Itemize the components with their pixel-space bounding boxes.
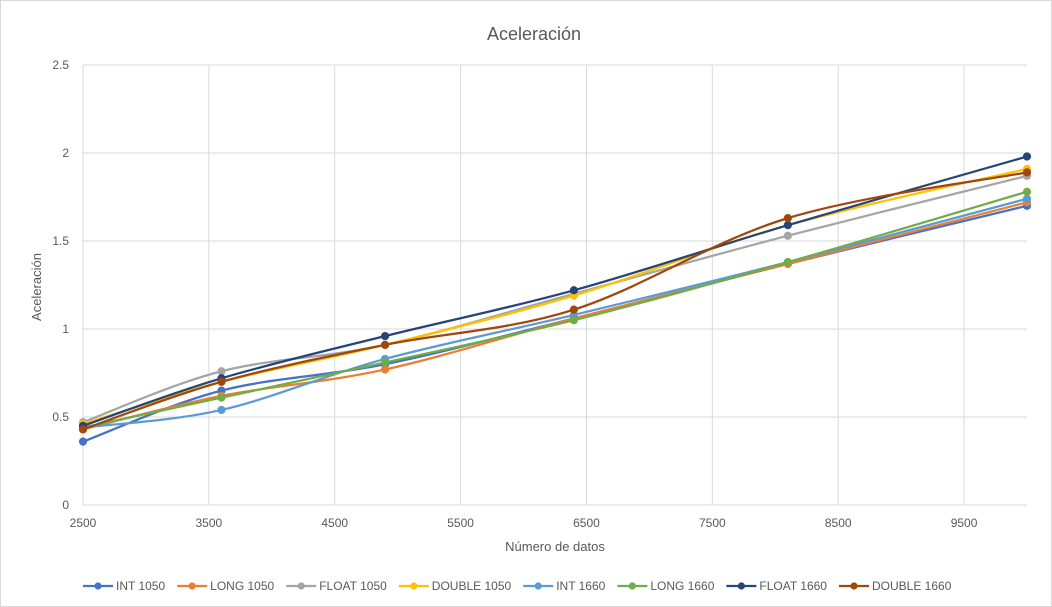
x-tick-label: 7500: [699, 516, 726, 530]
data-point: [569, 286, 578, 295]
legend-item: FLOAT 1050: [286, 579, 387, 593]
data-point: [569, 305, 578, 314]
legend-marker: [188, 582, 196, 590]
y-tick-label: 2.5: [52, 58, 69, 72]
x-tick-label: 2500: [70, 516, 97, 530]
data-point: [78, 425, 88, 434]
legend-marker: [534, 582, 542, 590]
gridlines: [82, 64, 1027, 506]
data-point: [783, 231, 792, 240]
x-tick-label: 4500: [321, 516, 348, 530]
legend-item: DOUBLE 1050: [398, 579, 512, 593]
data-point: [380, 358, 390, 367]
data-point: [1022, 187, 1032, 196]
legend-marker: [628, 582, 636, 590]
legend-label: INT 1050: [116, 579, 165, 593]
legend-label: DOUBLE 1050: [432, 579, 512, 593]
legend-marker: [94, 582, 102, 590]
data-point: [1022, 152, 1032, 161]
legend-label: LONG 1050: [210, 579, 274, 593]
legend-item: INT 1660: [523, 579, 606, 593]
legend-item: FLOAT 1660: [726, 579, 827, 593]
legend-label: INT 1660: [556, 579, 605, 593]
x-tick-label: 5500: [447, 516, 474, 530]
legend-label: LONG 1660: [650, 579, 714, 593]
data-point: [380, 331, 390, 341]
data-point: [217, 377, 226, 386]
y-tick-labels: 0 0.5 1 1.5 2 2.5: [52, 58, 69, 512]
y-tick-label: 0: [62, 498, 69, 512]
legend-item: LONG 1050: [177, 579, 275, 593]
data-point: [783, 258, 792, 267]
data-point: [783, 214, 792, 223]
legend-marker: [737, 582, 745, 590]
data-point: [217, 367, 226, 376]
legend-marker: [850, 582, 858, 590]
data-point: [380, 365, 390, 374]
legend-marker: [297, 582, 305, 590]
y-tick-label: 1.5: [52, 234, 69, 248]
x-tick-label: 3500: [196, 516, 223, 530]
chart-title: Aceleración: [487, 24, 581, 44]
legend: INT 1050 LONG 1050 FLOAT 1050 DOUBLE 1050 IN…: [83, 579, 952, 593]
data-point: [380, 340, 390, 349]
x-axis-title: Número de datos: [505, 539, 605, 554]
data-point: [217, 393, 226, 402]
data-point: [78, 437, 88, 446]
legend-item: INT 1050: [83, 579, 165, 593]
x-tick-label: 8500: [825, 516, 852, 530]
series-long-1660: [78, 187, 1032, 432]
series-line: [82, 174, 1028, 424]
data-point: [1022, 194, 1032, 203]
legend-item: DOUBLE 1660: [838, 579, 952, 593]
series-line: [82, 171, 1028, 431]
series-line: [82, 155, 1028, 427]
legend-label: DOUBLE 1660: [872, 579, 952, 593]
x-tick-labels: 2500 3500 4500 5500 6500 7500 8500 9500: [70, 516, 978, 530]
y-tick-label: 0.5: [52, 410, 69, 424]
x-tick-label: 9500: [951, 516, 978, 530]
y-tick-label: 2: [62, 146, 69, 160]
data-point: [569, 316, 578, 325]
x-tick-label: 6500: [573, 516, 600, 530]
data-point: [783, 221, 792, 230]
series-layer: [78, 152, 1032, 446]
legend-label: FLOAT 1660: [759, 579, 827, 593]
legend-item: LONG 1660: [617, 579, 715, 593]
data-point: [217, 405, 226, 415]
data-point: [1022, 168, 1032, 177]
y-tick-label: 1: [62, 322, 69, 336]
legend-marker: [410, 582, 418, 590]
legend-label: FLOAT 1050: [319, 579, 387, 593]
series-double-1660: [78, 168, 1032, 434]
y-axis-title: Aceleración: [29, 253, 44, 321]
